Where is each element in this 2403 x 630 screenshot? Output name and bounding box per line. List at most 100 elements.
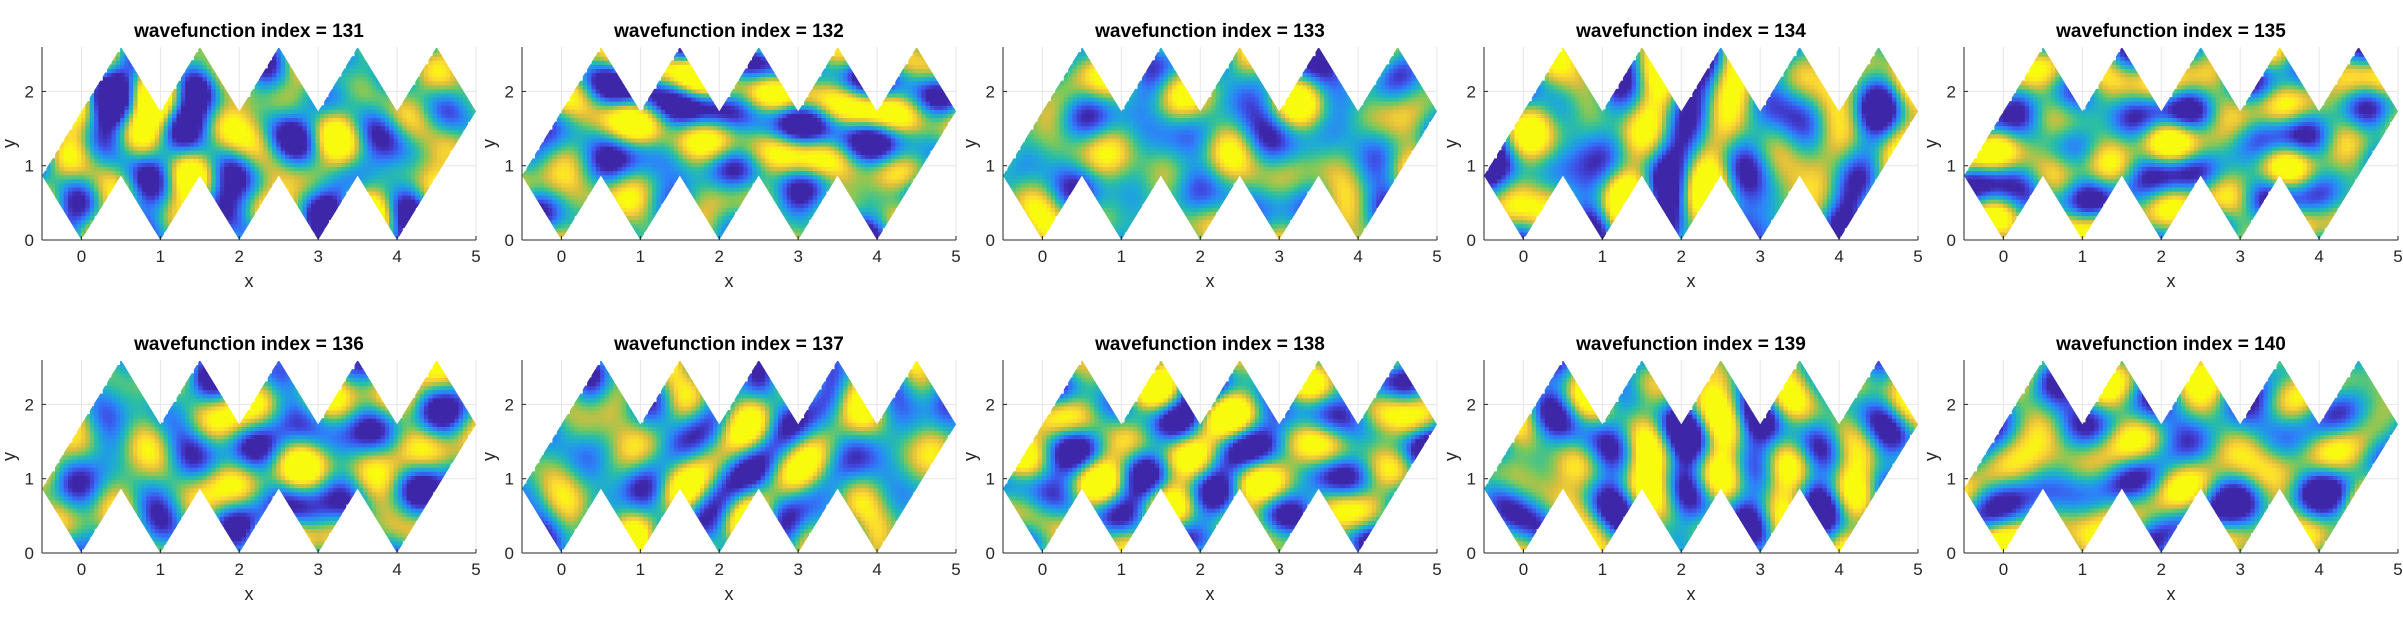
y-tick-label: 2 <box>505 395 514 414</box>
y-axis-label: y <box>1441 452 1461 461</box>
x-tick-label: 3 <box>793 560 802 579</box>
x-tick-label: 3 <box>1755 560 1764 579</box>
x-tick-label: 2 <box>1677 247 1686 266</box>
x-axis-label: x <box>1206 271 1215 291</box>
y-axis-label: y <box>0 139 19 148</box>
x-tick-label: 0 <box>557 247 566 266</box>
y-tick-label: 1 <box>986 470 995 489</box>
x-tick-label: 0 <box>77 247 86 266</box>
x-tick-label: 4 <box>392 560 401 579</box>
x-tick-label: 4 <box>2314 247 2323 266</box>
x-tick-label: 1 <box>636 560 645 579</box>
x-axis-label: x <box>1206 584 1215 604</box>
y-axis-label: y <box>1921 452 1941 461</box>
heatmap-field <box>522 44 957 241</box>
x-tick-label: 5 <box>951 560 960 579</box>
x-tick-label: 0 <box>1999 560 2008 579</box>
heatmap-field <box>522 357 957 554</box>
x-tick-label: 0 <box>1519 247 1528 266</box>
x-axis-label: x <box>245 584 254 604</box>
subplot-title: wavefunction index = 133 <box>1094 21 1325 42</box>
y-tick-label: 1 <box>1467 470 1476 489</box>
y-tick-label: 2 <box>1947 82 1956 101</box>
y-tick-label: 1 <box>1467 157 1476 176</box>
heatmap-field <box>42 44 477 241</box>
y-tick-label: 1 <box>1947 157 1956 176</box>
y-tick-label: 0 <box>505 544 514 563</box>
heatmap-field <box>1484 44 1919 241</box>
x-tick-label: 3 <box>313 560 322 579</box>
y-tick-label: 2 <box>25 82 34 101</box>
y-tick-label: 1 <box>25 157 34 176</box>
x-tick-label: 3 <box>1274 247 1283 266</box>
x-tick-label: 0 <box>557 560 566 579</box>
y-axis-label: y <box>479 139 499 148</box>
subplot-title: wavefunction index = 132 <box>613 21 844 42</box>
x-axis-label: x <box>725 271 734 291</box>
x-tick-label: 2 <box>715 247 724 266</box>
x-tick-label: 2 <box>235 560 244 579</box>
x-tick-label: 5 <box>2393 560 2402 579</box>
y-tick-label: 2 <box>1947 395 1956 414</box>
subplot-title: wavefunction index = 138 <box>1094 334 1325 355</box>
x-tick-label: 2 <box>2157 560 2166 579</box>
heatmap-field <box>42 357 477 554</box>
x-tick-label: 3 <box>1274 560 1283 579</box>
y-tick-label: 0 <box>1947 231 1956 250</box>
x-tick-label: 0 <box>1038 560 1047 579</box>
x-tick-label: 5 <box>471 247 480 266</box>
y-axis-label: y <box>1441 139 1461 148</box>
x-tick-label: 0 <box>1999 247 2008 266</box>
x-axis-label: x <box>1687 271 1696 291</box>
y-tick-label: 1 <box>505 470 514 489</box>
subplot-title: wavefunction index = 135 <box>2055 21 2286 42</box>
y-tick-label: 2 <box>986 395 995 414</box>
y-tick-label: 0 <box>986 544 995 563</box>
y-tick-label: 0 <box>1467 231 1476 250</box>
x-tick-label: 4 <box>1834 560 1843 579</box>
y-axis-label: y <box>960 139 980 148</box>
subplot-title: wavefunction index = 134 <box>1575 21 1806 42</box>
x-tick-label: 4 <box>1834 247 1843 266</box>
x-tick-label: 3 <box>2235 247 2244 266</box>
x-tick-label: 1 <box>636 247 645 266</box>
y-tick-label: 2 <box>1467 395 1476 414</box>
x-tick-label: 5 <box>471 560 480 579</box>
x-tick-label: 0 <box>1038 247 1047 266</box>
subplot-title: wavefunction index = 136 <box>133 334 364 355</box>
x-tick-label: 5 <box>1913 560 1922 579</box>
y-tick-label: 2 <box>986 82 995 101</box>
x-tick-label: 5 <box>1432 247 1441 266</box>
x-tick-label: 1 <box>1598 247 1607 266</box>
x-tick-label: 5 <box>1432 560 1441 579</box>
x-tick-label: 1 <box>1598 560 1607 579</box>
x-tick-label: 0 <box>77 560 86 579</box>
x-axis-label: x <box>2167 584 2176 604</box>
x-axis-label: x <box>1687 584 1696 604</box>
y-tick-label: 1 <box>505 157 514 176</box>
heatmap-field <box>1003 44 1438 241</box>
subplot-title: wavefunction index = 131 <box>133 21 364 42</box>
heatmap-field <box>1003 357 1438 554</box>
y-tick-label: 2 <box>1467 82 1476 101</box>
y-tick-label: 0 <box>25 231 34 250</box>
y-tick-label: 1 <box>986 157 995 176</box>
x-tick-label: 4 <box>392 247 401 266</box>
x-tick-label: 1 <box>2078 247 2087 266</box>
x-tick-label: 1 <box>156 247 165 266</box>
x-tick-label: 2 <box>715 560 724 579</box>
y-tick-label: 0 <box>505 231 514 250</box>
x-tick-label: 2 <box>1677 560 1686 579</box>
y-tick-label: 2 <box>25 395 34 414</box>
x-tick-label: 5 <box>1913 247 1922 266</box>
x-axis-label: x <box>2167 271 2176 291</box>
y-tick-label: 1 <box>1947 470 1956 489</box>
y-tick-label: 0 <box>1947 544 1956 563</box>
